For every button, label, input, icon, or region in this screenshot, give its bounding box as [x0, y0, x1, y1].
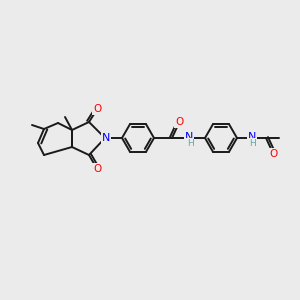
- Text: O: O: [93, 104, 101, 114]
- Text: N: N: [248, 132, 256, 142]
- Text: O: O: [175, 117, 183, 127]
- Text: N: N: [185, 132, 193, 142]
- Text: H: H: [187, 139, 194, 148]
- Text: N: N: [102, 133, 110, 143]
- Text: O: O: [93, 164, 101, 174]
- Text: O: O: [269, 149, 277, 159]
- Text: H: H: [250, 139, 256, 148]
